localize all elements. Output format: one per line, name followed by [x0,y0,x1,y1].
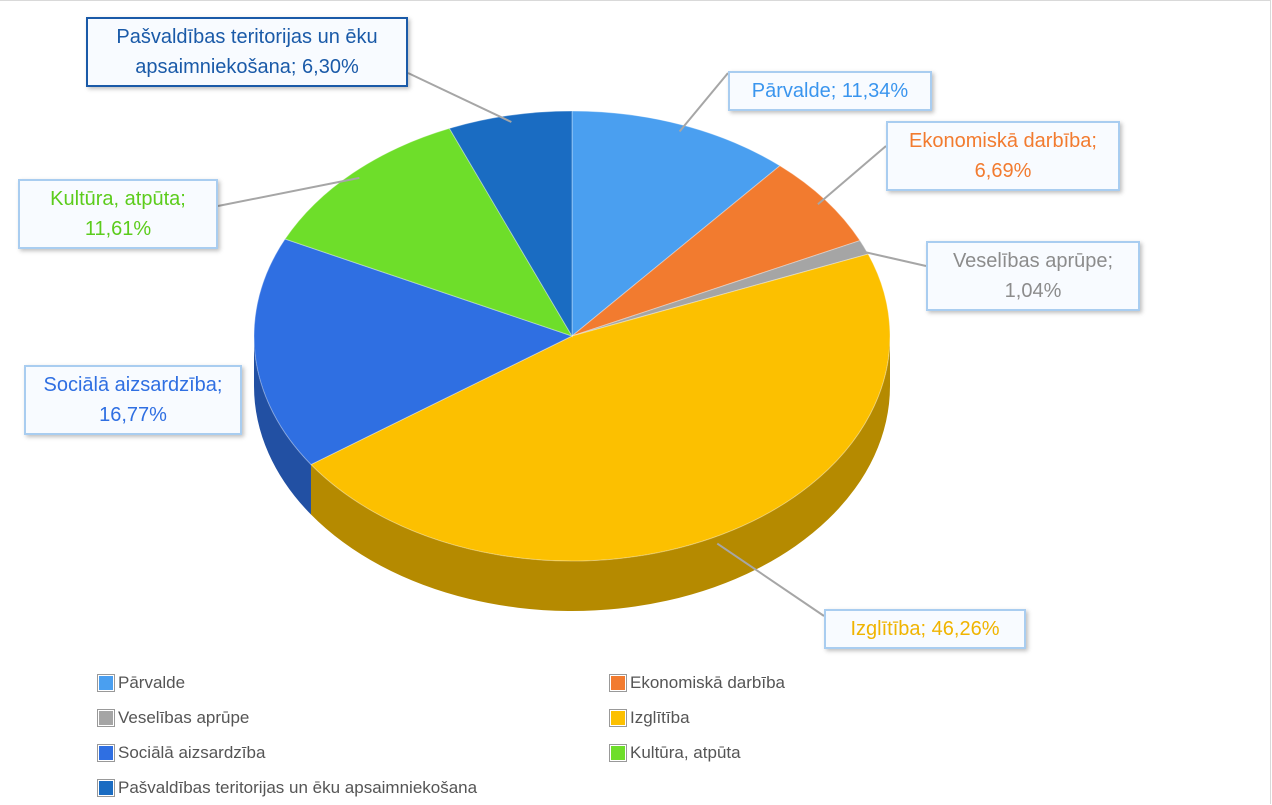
leader-line [678,72,729,133]
leader-line [817,145,887,205]
data-label: Kultūra, atpūta; 11,61% [18,179,218,249]
data-label: Veselības aprūpe; 1,04% [926,241,1140,311]
legend-entry: Sociālā aizsardzība [98,743,265,763]
legend-label: Izglītība [630,708,690,727]
legend-swatch [98,675,114,691]
legend-label: Kultūra, atpūta [630,743,741,762]
slice-side [310,336,891,611]
legend-entry: Veselības aprūpe [98,708,249,728]
legend-entry: Ekonomiskā darbība [610,673,785,693]
legend-label: Pašvaldības teritorijas un ēku apsaimnie… [118,778,478,797]
slice [448,110,573,338]
slice [253,238,574,466]
slice [310,253,891,562]
slice-side [254,336,311,515]
leader-line [217,176,360,207]
data-label: Sociālā aizsardzība; 16,77% [24,365,242,435]
legend-swatch [98,780,114,796]
legend-swatch [610,675,626,691]
data-label: Pašvaldības teritorijas un ēku apsaimnie… [86,17,408,87]
legend-entry: Pārvalde [98,673,185,693]
slice [571,165,861,337]
legend-entry: Kultūra, atpūta [610,743,741,763]
legend-swatch [610,710,626,726]
slice [571,110,781,338]
legend-label: Veselības aprūpe [118,708,250,727]
leader-line [855,248,927,267]
legend-entry: Pašvaldības teritorijas un ēku apsaimnie… [98,778,477,798]
legend-label: Pārvalde [118,673,186,692]
legend-label: Sociālā aizsardzība [118,743,266,762]
data-label: Ekonomiskā darbība; 6,69% [886,121,1120,191]
slice [571,239,869,337]
leader-line [716,542,825,617]
legend-swatch [98,710,114,726]
legend-swatch [98,745,114,761]
legend-label: Ekonomiskā darbība [630,673,785,692]
slice [284,127,574,337]
data-label: Izglītība; 46,26% [824,609,1026,649]
data-label: Pārvalde; 11,34% [728,71,932,111]
legend-swatch [610,745,626,761]
leader-line [407,72,512,123]
legend-entry: Izglītība [610,708,690,728]
